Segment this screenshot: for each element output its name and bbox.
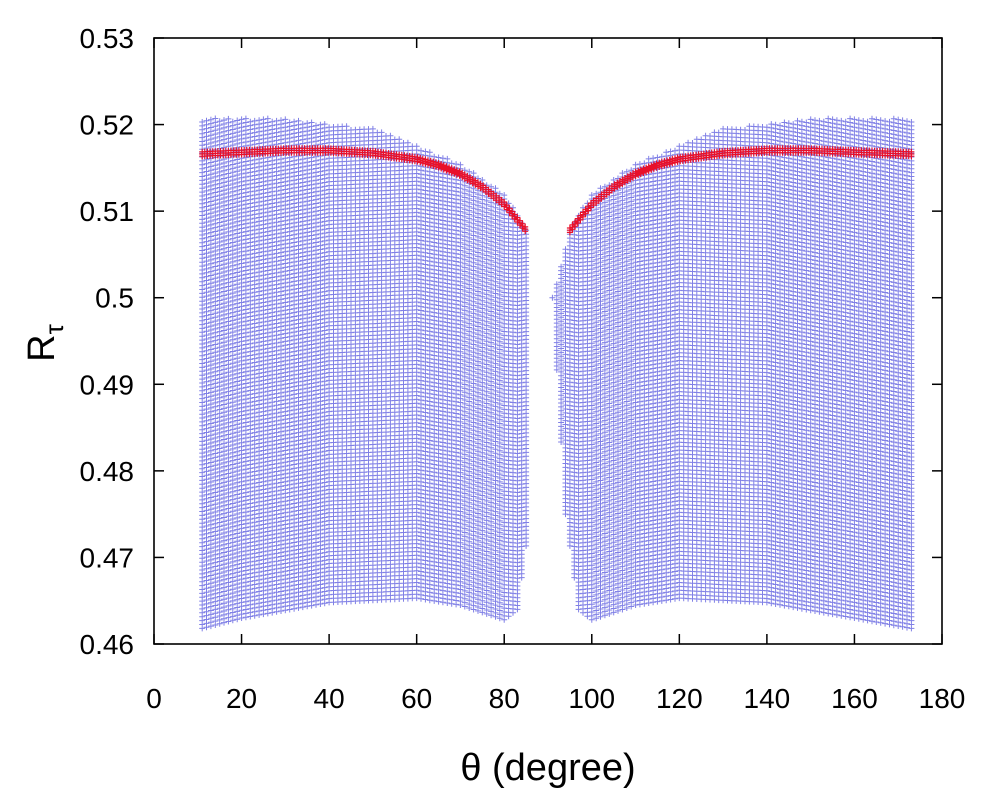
- plot-frame: [153, 37, 943, 645]
- x-axis: 0 20 40 60 80 100 120 140 160 180: [146, 38, 965, 714]
- y-axis-title: Rτ: [21, 323, 69, 361]
- allowed-region-points: [199, 115, 915, 632]
- y-tick-label: 0.5: [95, 283, 134, 314]
- x-tick-label: 100: [568, 683, 615, 714]
- y-tick-label: 0.53: [80, 23, 135, 54]
- x-tick-label: 20: [226, 683, 257, 714]
- highlighted-curve-points: [199, 145, 915, 236]
- x-tick-label: 180: [919, 683, 966, 714]
- x-tick-label: 60: [401, 683, 432, 714]
- y-axis-title-subscript: τ: [39, 323, 69, 334]
- y-tick-label: 0.46: [80, 629, 135, 660]
- x-tick-label: 0: [146, 683, 162, 714]
- allowed-region-marker: [199, 115, 915, 632]
- y-tick-label: 0.47: [80, 542, 135, 573]
- y-tick-label: 0.52: [80, 110, 135, 141]
- x-axis-title: θ (degree): [460, 747, 635, 789]
- y-axis: 0.46 0.47 0.48 0.49 0.5 0.51 0.52 0.53: [80, 23, 942, 660]
- y-tick-label: 0.49: [80, 369, 135, 400]
- y-tick-label: 0.48: [80, 456, 135, 487]
- x-tick-label: 80: [489, 683, 520, 714]
- x-tick-label: 120: [656, 683, 703, 714]
- x-tick-label: 40: [314, 683, 345, 714]
- y-axis-title-main: R: [21, 334, 63, 361]
- x-tick-label: 140: [744, 683, 791, 714]
- y-tick-label: 0.51: [80, 196, 135, 227]
- highlighted-curve-marker: [199, 145, 915, 236]
- x-tick-label: 160: [831, 683, 878, 714]
